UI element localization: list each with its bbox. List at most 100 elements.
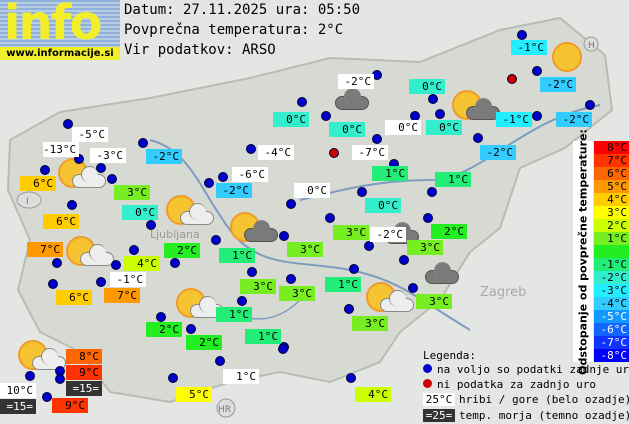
station-temp-label: 0°C xyxy=(385,120,421,135)
station-dot-data-available[interactable] xyxy=(111,260,121,270)
station-dot-data-available[interactable] xyxy=(428,94,438,104)
station-dot-data-available[interactable] xyxy=(297,97,307,107)
station-dot-data-available[interactable] xyxy=(364,241,374,251)
station-dot-data-available[interactable] xyxy=(473,133,483,143)
station-dot-data-available[interactable] xyxy=(357,187,367,197)
avg-temperature-line: Povprečna temperatura: 2°C xyxy=(124,22,344,38)
station-temp-label: -2°C xyxy=(540,77,576,92)
scale-step: -1°C xyxy=(594,258,629,271)
station-dot-data-available[interactable] xyxy=(349,264,359,274)
station-temp-label: 7°C xyxy=(27,242,63,257)
station-dot-data-available[interactable] xyxy=(585,100,595,110)
station-dot-data-available[interactable] xyxy=(48,279,58,289)
station-temp-label: 9°C xyxy=(52,398,88,413)
station-temp-label: 0°C xyxy=(294,183,330,198)
station-dot-data-available[interactable] xyxy=(204,178,214,188)
legend-item-blue: na voljo so podatki zadnje ure xyxy=(423,363,629,376)
station-temp-label: 3°C xyxy=(287,242,323,257)
dark-sample: =25= xyxy=(423,409,455,422)
station-temp-label: -2°C xyxy=(216,183,252,198)
scale-step xyxy=(594,245,629,258)
station-dot-data-available[interactable] xyxy=(215,356,225,366)
station-dot-data-available[interactable] xyxy=(286,274,296,284)
station-dot-data-available[interactable] xyxy=(399,255,409,265)
blue-dot-icon xyxy=(423,364,432,373)
station-dot-data-available[interactable] xyxy=(138,138,148,148)
station-dot-data-available[interactable] xyxy=(156,312,166,322)
station-dot-data-available[interactable] xyxy=(52,258,62,268)
station-dot-data-available[interactable] xyxy=(25,371,35,381)
station-temp-label: 3°C xyxy=(333,225,369,240)
station-temp-label: 2°C xyxy=(431,224,467,239)
station-temp-label: 10°C xyxy=(0,383,36,398)
station-temp-label: 5°C xyxy=(176,387,212,402)
station-dot-data-available[interactable] xyxy=(279,231,289,241)
station-temp-label: 2°C xyxy=(146,322,182,337)
station-dot-data-available[interactable] xyxy=(40,165,50,175)
scale-title: Odstopanje od povprečne temperature: xyxy=(576,128,590,375)
station-dot-data-available[interactable] xyxy=(247,267,257,277)
station-dot-data-available[interactable] xyxy=(532,111,542,121)
station-dot-data-available[interactable] xyxy=(218,172,228,182)
station-temp-label: 3°C xyxy=(416,294,452,309)
station-temp-label: 3°C xyxy=(279,286,315,301)
station-temp-label: 7°C xyxy=(104,288,140,303)
station-temp-label: 2°C xyxy=(164,243,200,258)
white-sample: 25°C xyxy=(423,393,455,406)
station-dot-data-available[interactable] xyxy=(63,119,73,129)
station-temp-label: 1°C xyxy=(372,166,408,181)
scale-step: -4°C xyxy=(594,297,629,310)
station-temp-label: 0°C xyxy=(426,120,462,135)
scale-step: -8°C xyxy=(594,349,629,362)
station-temp-label: -13°C xyxy=(43,142,79,157)
legend-item-red: ni podatka za zadnjo uro xyxy=(423,378,596,391)
station-dot-data-available[interactable] xyxy=(96,163,106,173)
station-temp-label: 1°C xyxy=(223,369,259,384)
station-dot-data-available[interactable] xyxy=(435,109,445,119)
station-temp-label: 0°C xyxy=(365,198,401,213)
station-dot-data-available[interactable] xyxy=(423,213,433,223)
station-dot-data-available[interactable] xyxy=(532,66,542,76)
station-dot-data-available[interactable] xyxy=(146,220,156,230)
map-label-zagreb: Zagreb xyxy=(480,285,526,300)
station-temp-label: -2°C xyxy=(556,112,592,127)
station-dot-no-data[interactable] xyxy=(507,74,517,84)
station-dot-data-available[interactable] xyxy=(67,200,77,210)
station-dot-data-available[interactable] xyxy=(427,187,437,197)
station-dot-data-available[interactable] xyxy=(237,296,247,306)
station-dot-data-available[interactable] xyxy=(246,144,256,154)
station-dot-data-available[interactable] xyxy=(74,154,84,164)
station-dot-data-available[interactable] xyxy=(168,373,178,383)
logo-url[interactable]: www.informacije.si xyxy=(0,47,120,60)
station-dot-data-available[interactable] xyxy=(344,304,354,314)
station-temp-label: -1°C xyxy=(496,112,532,127)
station-dot-data-available[interactable] xyxy=(372,134,382,144)
station-temp-label: -3°C xyxy=(90,148,126,163)
station-temp-label: 6°C xyxy=(43,214,79,229)
station-dot-data-available[interactable] xyxy=(129,245,139,255)
station-dot-data-available[interactable] xyxy=(186,324,196,334)
station-dot-data-available[interactable] xyxy=(55,374,65,384)
legend-red-text: ni podatka za zadnjo uro xyxy=(437,378,596,391)
station-dot-no-data[interactable] xyxy=(329,148,339,158)
station-temp-label: 9°C xyxy=(66,365,102,380)
station-dot-data-available[interactable] xyxy=(346,373,356,383)
station-dot-data-available[interactable] xyxy=(517,30,527,40)
station-dot-data-available[interactable] xyxy=(170,258,180,268)
station-dot-data-available[interactable] xyxy=(321,111,331,121)
station-dot-data-available[interactable] xyxy=(107,174,117,184)
station-dot-data-available[interactable] xyxy=(96,277,106,287)
station-temp-label: -4°C xyxy=(258,145,294,160)
station-temp-label: =15= xyxy=(66,381,102,396)
legend-item-white: 25°C hribi / gore (belo ozadje) xyxy=(423,393,629,406)
station-dot-data-available[interactable] xyxy=(286,199,296,209)
scale-step: -5°C xyxy=(594,310,629,323)
station-dot-data-available[interactable] xyxy=(408,283,418,293)
informacije-logo[interactable]: info www.informacije.si xyxy=(0,0,120,60)
station-temp-label: 3°C xyxy=(114,185,150,200)
station-dot-data-available[interactable] xyxy=(278,344,288,354)
station-dot-data-available[interactable] xyxy=(42,392,52,402)
station-dot-data-available[interactable] xyxy=(211,235,221,245)
station-dot-data-available[interactable] xyxy=(325,213,335,223)
station-temp-label: -1°C xyxy=(511,40,547,55)
